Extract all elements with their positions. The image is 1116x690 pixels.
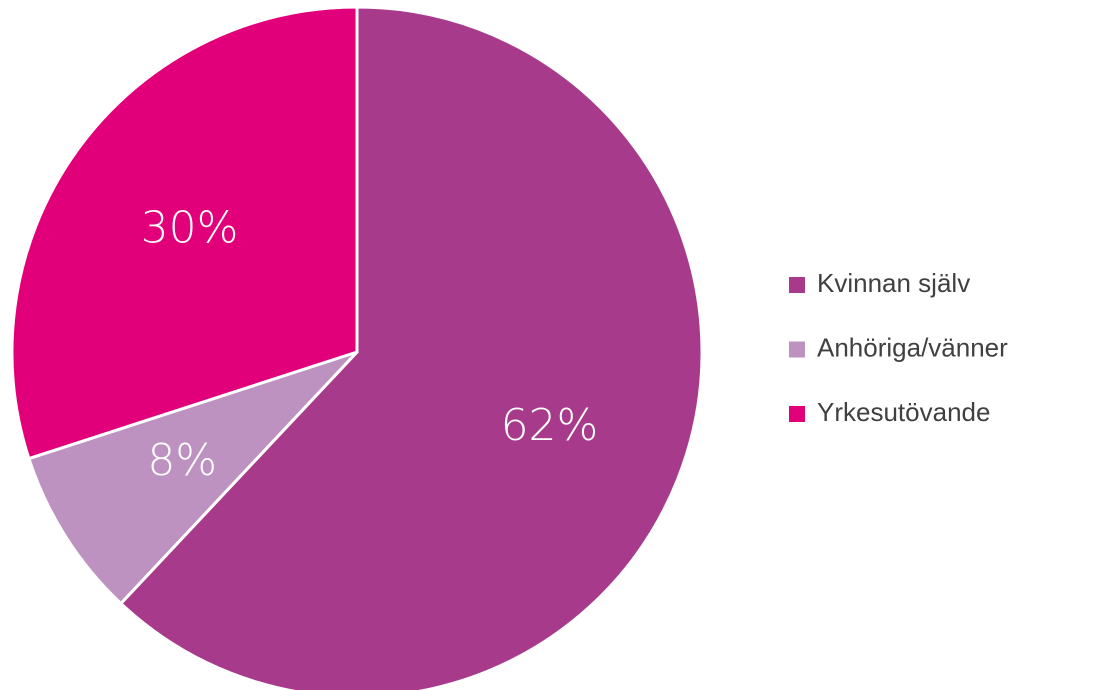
legend-swatch: [789, 341, 805, 358]
pie-slice: [10, 5, 359, 461]
data-label: 62%: [501, 400, 599, 451]
legend-label: Kvinnan själv: [817, 268, 970, 298]
legend-label: Yrkesutövande: [817, 397, 990, 427]
legend-swatch: [789, 406, 805, 422]
data-label: 30%: [141, 202, 239, 253]
data-label: 8%: [147, 435, 217, 486]
legend-label: Anhöriga/vänner: [817, 332, 1008, 362]
pie-slice: [26, 350, 359, 606]
legend-swatch: [789, 277, 805, 293]
pie-slice: [118, 5, 704, 690]
